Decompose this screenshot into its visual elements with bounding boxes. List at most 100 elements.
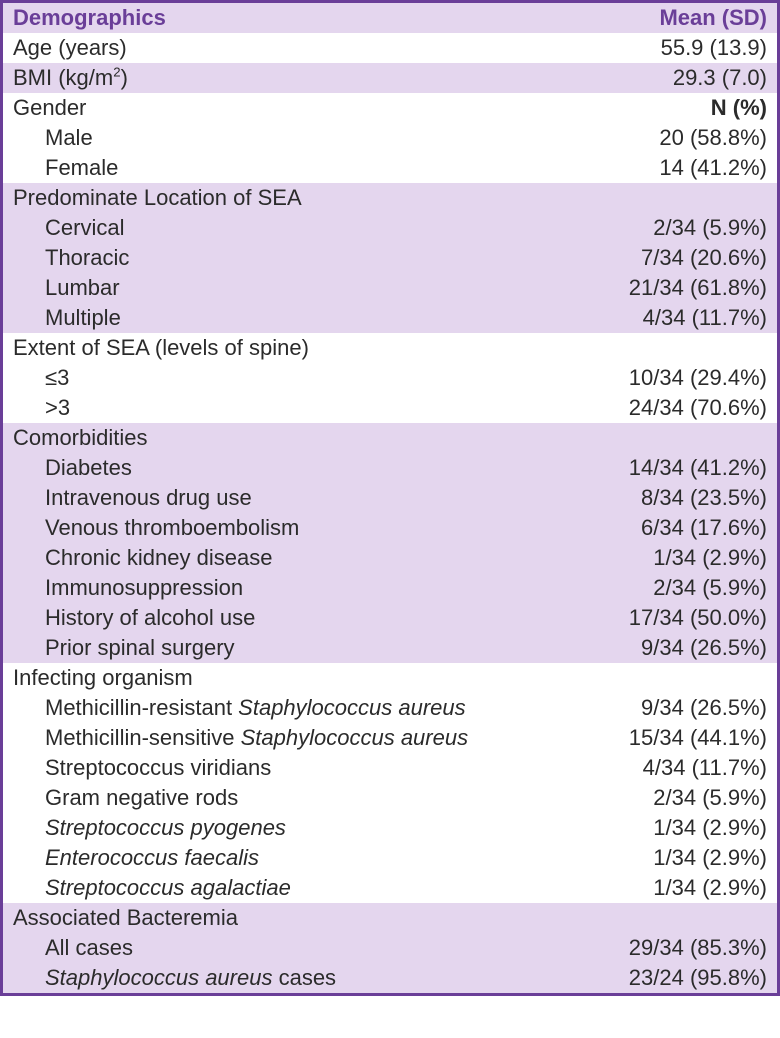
row-value: 17/34 (50.0%)	[522, 603, 777, 633]
row-value: 21/34 (61.8%)	[522, 273, 777, 303]
table-row: Venous thromboembolism6/34 (17.6%)	[3, 513, 777, 543]
table-row: Age (years)55.9 (13.9)	[3, 33, 777, 63]
row-label: All cases	[3, 933, 522, 963]
row-label: Infecting organism	[3, 663, 522, 693]
row-value: 24/34 (70.6%)	[522, 393, 777, 423]
row-value: 55.9 (13.9)	[522, 33, 777, 63]
row-label: Prior spinal surgery	[3, 633, 522, 663]
table-row: Predominate Location of SEA	[3, 183, 777, 213]
row-value: 2/34 (5.9%)	[522, 783, 777, 813]
row-value: 29.3 (7.0)	[522, 63, 777, 93]
table-row: Comorbidities	[3, 423, 777, 453]
demographics-table: Demographics Mean (SD) Age (years)55.9 (…	[3, 3, 777, 993]
table-row: Methicillin-sensitive Staphylococcus aur…	[3, 723, 777, 753]
table-row: Gram negative rods2/34 (5.9%)	[3, 783, 777, 813]
table-row: Chronic kidney disease1/34 (2.9%)	[3, 543, 777, 573]
row-label: Staphylococcus aureus cases	[3, 963, 522, 993]
row-label: Streptococcus pyogenes	[3, 813, 522, 843]
row-value: 10/34 (29.4%)	[522, 363, 777, 393]
row-label: Chronic kidney disease	[3, 543, 522, 573]
row-label: >3	[3, 393, 522, 423]
table-row: Streptococcus agalactiae1/34 (2.9%)	[3, 873, 777, 903]
row-label: Lumbar	[3, 273, 522, 303]
row-value: 9/34 (26.5%)	[522, 693, 777, 723]
row-value	[522, 663, 777, 693]
demographics-table-container: Demographics Mean (SD) Age (years)55.9 (…	[0, 0, 780, 996]
table-row: History of alcohol use17/34 (50.0%)	[3, 603, 777, 633]
table-row: Associated Bacteremia	[3, 903, 777, 933]
row-label: Streptococcus agalactiae	[3, 873, 522, 903]
row-label: Thoracic	[3, 243, 522, 273]
row-value: N (%)	[522, 93, 777, 123]
table-row: Cervical2/34 (5.9%)	[3, 213, 777, 243]
row-value: 2/34 (5.9%)	[522, 573, 777, 603]
row-label: Female	[3, 153, 522, 183]
row-value: 4/34 (11.7%)	[522, 753, 777, 783]
row-value: 14 (41.2%)	[522, 153, 777, 183]
row-value: 7/34 (20.6%)	[522, 243, 777, 273]
row-label: Associated Bacteremia	[3, 903, 522, 933]
row-value	[522, 903, 777, 933]
row-label: Intravenous drug use	[3, 483, 522, 513]
table-row: Extent of SEA (levels of spine)	[3, 333, 777, 363]
row-value: 8/34 (23.5%)	[522, 483, 777, 513]
table-row: Streptococcus viridians4/34 (11.7%)	[3, 753, 777, 783]
table-row: All cases29/34 (85.3%)	[3, 933, 777, 963]
row-value: 2/34 (5.9%)	[522, 213, 777, 243]
row-value: 20 (58.8%)	[522, 123, 777, 153]
row-label: Enterococcus faecalis	[3, 843, 522, 873]
row-value	[522, 183, 777, 213]
row-label: Gender	[3, 93, 522, 123]
row-value: 23/24 (95.8%)	[522, 963, 777, 993]
table-row: Streptococcus pyogenes1/34 (2.9%)	[3, 813, 777, 843]
row-value: 1/34 (2.9%)	[522, 873, 777, 903]
row-label: Venous thromboembolism	[3, 513, 522, 543]
header-col-mean-sd: Mean (SD)	[522, 3, 777, 33]
table-row: Infecting organism	[3, 663, 777, 693]
row-label: History of alcohol use	[3, 603, 522, 633]
row-label: Immunosuppression	[3, 573, 522, 603]
table-header-row: Demographics Mean (SD)	[3, 3, 777, 33]
row-value: 15/34 (44.1%)	[522, 723, 777, 753]
row-label: Extent of SEA (levels of spine)	[3, 333, 522, 363]
table-row: Prior spinal surgery9/34 (26.5%)	[3, 633, 777, 663]
row-label: Cervical	[3, 213, 522, 243]
row-value: 1/34 (2.9%)	[522, 813, 777, 843]
row-label: Male	[3, 123, 522, 153]
row-value: 14/34 (41.2%)	[522, 453, 777, 483]
row-value: 29/34 (85.3%)	[522, 933, 777, 963]
table-row: Enterococcus faecalis1/34 (2.9%)	[3, 843, 777, 873]
table-row: Methicillin-resistant Staphylococcus aur…	[3, 693, 777, 723]
table-row: Male20 (58.8%)	[3, 123, 777, 153]
table-row: Thoracic7/34 (20.6%)	[3, 243, 777, 273]
row-label: BMI (kg/m2)	[3, 63, 522, 93]
row-label: Diabetes	[3, 453, 522, 483]
row-label: Age (years)	[3, 33, 522, 63]
table-row: Diabetes14/34 (41.2%)	[3, 453, 777, 483]
table-row: Lumbar21/34 (61.8%)	[3, 273, 777, 303]
row-label: Gram negative rods	[3, 783, 522, 813]
table-row: Staphylococcus aureus cases23/24 (95.8%)	[3, 963, 777, 993]
row-label: Methicillin-sensitive Staphylococcus aur…	[3, 723, 522, 753]
table-row: Female14 (41.2%)	[3, 153, 777, 183]
row-value	[522, 423, 777, 453]
row-label: Methicillin-resistant Staphylococcus aur…	[3, 693, 522, 723]
table-row: Multiple4/34 (11.7%)	[3, 303, 777, 333]
table-row: Immunosuppression2/34 (5.9%)	[3, 573, 777, 603]
table-row: ≤310/34 (29.4%)	[3, 363, 777, 393]
row-value: 9/34 (26.5%)	[522, 633, 777, 663]
table-body: Age (years)55.9 (13.9)BMI (kg/m2)29.3 (7…	[3, 33, 777, 993]
row-value: 6/34 (17.6%)	[522, 513, 777, 543]
row-value: 1/34 (2.9%)	[522, 843, 777, 873]
table-row: GenderN (%)	[3, 93, 777, 123]
table-row: Intravenous drug use8/34 (23.5%)	[3, 483, 777, 513]
row-value: 4/34 (11.7%)	[522, 303, 777, 333]
table-row: BMI (kg/m2)29.3 (7.0)	[3, 63, 777, 93]
header-col-demographics: Demographics	[3, 3, 522, 33]
row-label: Multiple	[3, 303, 522, 333]
row-label: ≤3	[3, 363, 522, 393]
row-label: Streptococcus viridians	[3, 753, 522, 783]
table-row: >324/34 (70.6%)	[3, 393, 777, 423]
row-label: Predominate Location of SEA	[3, 183, 522, 213]
row-label: Comorbidities	[3, 423, 522, 453]
